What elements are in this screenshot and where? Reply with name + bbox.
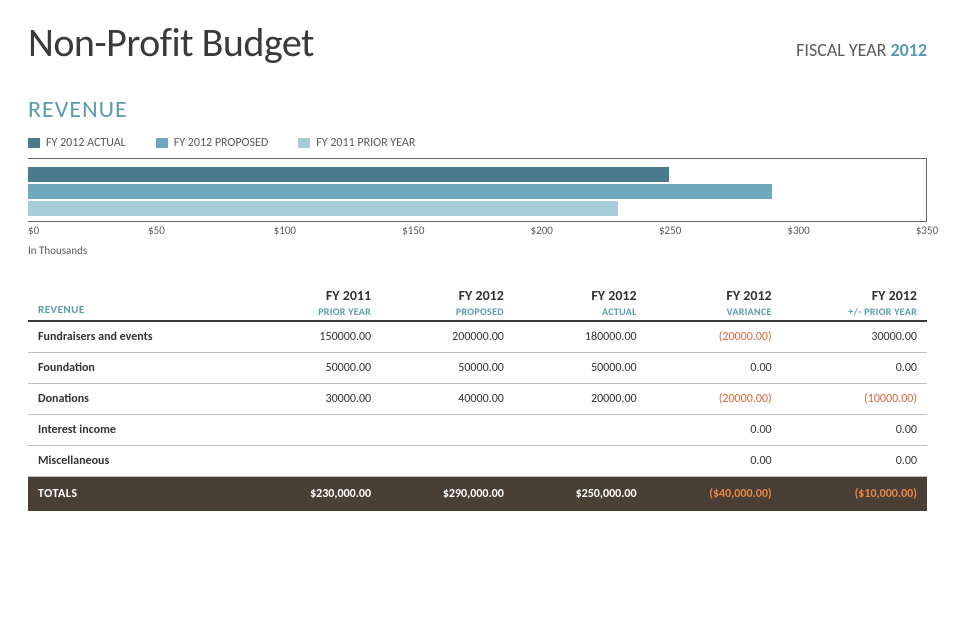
column-year: FY 2012 (726, 287, 771, 304)
cell: 0.00 (647, 415, 782, 446)
column-year: FY 2012 (459, 287, 504, 304)
table-rowhead-label: REVENUE (28, 281, 248, 321)
legend-label: FY 2011 PRIOR YEAR (316, 136, 415, 150)
column-sublabel: PROPOSED (391, 305, 504, 318)
axis-tick: $250 (659, 224, 681, 237)
table-body: Fundraisers and events150000.00200000.00… (28, 321, 927, 511)
column-year: FY 2012 (591, 287, 636, 304)
chart-plot (28, 158, 927, 222)
cell (514, 415, 647, 446)
cell: 200000.00 (381, 321, 514, 353)
cell: (10000.00) (782, 384, 927, 415)
cell: 0.00 (782, 415, 927, 446)
cell: (20000.00) (647, 321, 782, 353)
revenue-chart: $0$50$100$150$200$250$300$350 (28, 158, 927, 240)
totals-cell: ($40,000.00) (647, 477, 782, 512)
cell: 40000.00 (381, 384, 514, 415)
cell: 150000.00 (248, 321, 381, 353)
axis-tick: $100 (274, 224, 296, 237)
row-label: Foundation (28, 353, 248, 384)
totals-cell: ($10,000.00) (782, 477, 927, 512)
cell: 0.00 (647, 353, 782, 384)
legend-item: FY 2012 ACTUAL (28, 136, 126, 150)
cell (381, 446, 514, 477)
legend-swatch (28, 138, 40, 148)
cell: 50000.00 (381, 353, 514, 384)
column-header: FY 2011PRIOR YEAR (248, 281, 381, 321)
legend-label: FY 2012 PROPOSED (174, 136, 269, 150)
axis-tick: $350 (916, 224, 938, 237)
fiscal-year: FISCAL YEAR 2012 (796, 39, 927, 61)
header: Non-Profit Budget FISCAL YEAR 2012 (28, 18, 927, 67)
column-header: FY 2012+/- PRIOR YEAR (782, 281, 927, 321)
chart-bar (28, 201, 618, 216)
cell: 0.00 (782, 446, 927, 477)
table-header-row: REVENUE FY 2011PRIOR YEARFY 2012PROPOSED… (28, 281, 927, 321)
column-year: FY 2011 (326, 287, 371, 304)
cell: 30000.00 (782, 321, 927, 353)
legend-swatch (156, 138, 168, 148)
section-title: REVENUE (28, 95, 927, 124)
cell: 0.00 (782, 353, 927, 384)
cell (514, 446, 647, 477)
totals-row: TOTALS$230,000.00$290,000.00$250,000.00(… (28, 477, 927, 512)
axis-tick: $150 (402, 224, 424, 237)
chart-x-axis: $0$50$100$150$200$250$300$350 (28, 224, 927, 240)
cell: (20000.00) (647, 384, 782, 415)
totals-cell: $250,000.00 (514, 477, 647, 512)
cell (248, 446, 381, 477)
cell (248, 415, 381, 446)
column-year: FY 2012 (872, 287, 917, 304)
totals-cell: $290,000.00 (381, 477, 514, 512)
cell (381, 415, 514, 446)
chart-bar (28, 167, 669, 182)
cell: 50000.00 (514, 353, 647, 384)
column-header: FY 2012PROPOSED (381, 281, 514, 321)
axis-tick: $50 (148, 224, 165, 237)
axis-tick: $0 (28, 224, 39, 237)
fiscal-label: FISCAL YEAR (796, 39, 886, 61)
row-label: Fundraisers and events (28, 321, 248, 353)
column-header: FY 2012VARIANCE (647, 281, 782, 321)
revenue-table: REVENUE FY 2011PRIOR YEARFY 2012PROPOSED… (28, 281, 927, 511)
page-title: Non-Profit Budget (28, 18, 314, 67)
fiscal-year-value: 2012 (891, 39, 928, 61)
cell: 180000.00 (514, 321, 647, 353)
cell: 20000.00 (514, 384, 647, 415)
cell: 50000.00 (248, 353, 381, 384)
legend-item: FY 2012 PROPOSED (156, 136, 269, 150)
column-sublabel: +/- PRIOR YEAR (792, 305, 917, 318)
row-label: Donations (28, 384, 248, 415)
column-sublabel: VARIANCE (657, 305, 772, 318)
table-row: Donations30000.0040000.0020000.00(20000.… (28, 384, 927, 415)
row-label: Interest income (28, 415, 248, 446)
totals-cell: $230,000.00 (248, 477, 381, 512)
axis-tick: $200 (531, 224, 553, 237)
column-sublabel: PRIOR YEAR (258, 305, 371, 318)
cell: 30000.00 (248, 384, 381, 415)
table-row: Foundation50000.0050000.0050000.000.000.… (28, 353, 927, 384)
totals-label: TOTALS (28, 477, 248, 512)
legend-label: FY 2012 ACTUAL (46, 136, 126, 150)
table-row: Miscellaneous 0.000.00 (28, 446, 927, 477)
cell: 0.00 (647, 446, 782, 477)
column-sublabel: ACTUAL (524, 305, 637, 318)
row-label: Miscellaneous (28, 446, 248, 477)
legend-item: FY 2011 PRIOR YEAR (298, 136, 415, 150)
axis-tick: $300 (787, 224, 809, 237)
axis-caption: In Thousands (28, 244, 927, 257)
chart-bar (28, 184, 772, 199)
column-header: FY 2012ACTUAL (514, 281, 647, 321)
table-row: Fundraisers and events150000.00200000.00… (28, 321, 927, 353)
legend-swatch (298, 138, 310, 148)
chart-legend: FY 2012 ACTUAL FY 2012 PROPOSED FY 2011 PR… (28, 136, 927, 150)
table-row: Interest income 0.000.00 (28, 415, 927, 446)
